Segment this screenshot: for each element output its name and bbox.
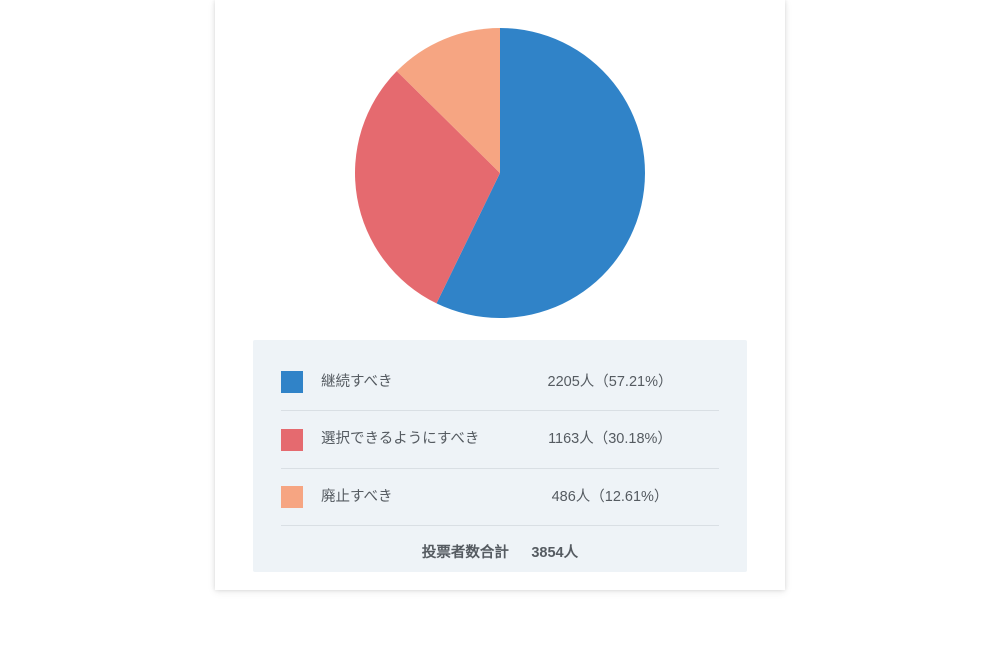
legend-swatch [281,486,303,508]
poll-card: 継続すべき 2205人（57.21%） 選択できるようにすべき 1163人（30… [215,0,785,590]
legend-label: 廃止すべき [321,486,501,508]
legend-value: 2205人（57.21%） [501,371,719,393]
legend-row: 廃止すべき 486人（12.61%） [281,468,719,525]
legend-label: 継続すべき [321,371,501,393]
legend-panel: 継続すべき 2205人（57.21%） 選択できるようにすべき 1163人（30… [253,340,747,572]
legend-value: 486人（12.61%） [501,486,719,508]
legend-total-row: 投票者数合計 3854人 [281,525,719,568]
legend-label: 選択できるようにすべき [321,428,501,450]
legend-total-value: 3854人 [531,545,578,561]
legend-swatch [281,371,303,393]
legend-value: 1163人（30.18%） [501,428,719,450]
legend-row: 選択できるようにすべき 1163人（30.18%） [281,410,719,467]
legend-total-label: 投票者数合計 [422,545,509,561]
legend-swatch [281,429,303,451]
pie-chart [355,28,645,318]
page-root: 継続すべき 2205人（57.21%） 選択できるようにすべき 1163人（30… [0,0,1000,667]
pie-chart-container [215,0,785,340]
legend-row: 継続すべき 2205人（57.21%） [281,354,719,410]
